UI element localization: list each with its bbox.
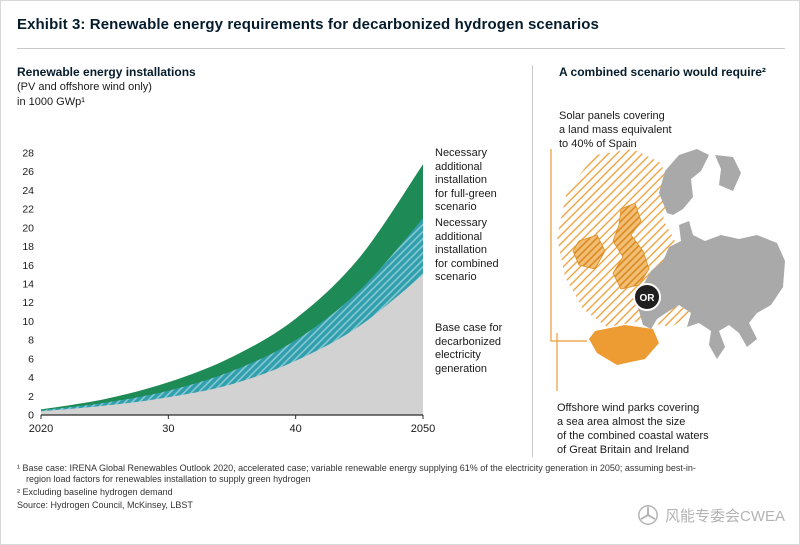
map-continental-europe [633,221,785,359]
x-axis-label: 2020 [29,423,53,435]
y-axis-label: 28 [22,148,34,160]
chart-header: Renewable energy installations (PV and o… [17,65,196,110]
exhibit-title: Exhibit 3: Renewable energy requirements… [17,16,599,33]
chart-title: Renewable energy installations [17,65,196,79]
watermark: 风能专委会CWEA [637,504,785,526]
or-badge-label: OR [640,293,656,304]
annotation-full-green-scenario: Necessary additional installation for fu… [435,147,497,213]
map-spain [589,325,659,365]
area-base [41,274,423,415]
map-scandinavia [659,149,709,215]
chart-subtitle-units: (PV and offshore wind only) [17,81,152,93]
x-axis-label: 2050 [411,423,435,435]
europe-map: OR [550,149,785,391]
footnote-1-line-2: region load factors for renewables insta… [26,474,311,484]
y-axis-label: 2 [28,391,34,403]
y-axis-label: 14 [22,279,34,291]
right-panel-title: A combined scenario would require² [559,65,766,79]
footnotes: ¹ Base case: IRENA Global Renewables Out… [17,463,789,511]
solar-connector-line [550,149,587,342]
panel-divider [532,65,533,457]
y-axis-label: 0 [28,410,34,422]
solar-requirement-text: Solar panels covering a land mass equiva… [559,110,672,150]
y-axis-label: 12 [22,297,34,309]
x-axis-label: 40 [290,423,302,435]
y-axis-label: 10 [22,316,34,328]
wind-turbine-icon [638,505,658,525]
y-axis-label: 24 [22,185,34,197]
y-axis-label: 22 [22,204,34,216]
title-divider [17,48,785,49]
watermark-text: 风能专委会CWEA [664,507,785,525]
y-axis-label: 26 [22,166,34,178]
source-line: Source: Hydrogen Council, McKinsey, LBST [17,500,193,510]
x-axis-label: 30 [162,423,174,435]
y-axis-label: 6 [28,353,34,365]
y-axis-label: 20 [22,222,34,234]
map-finland [715,155,741,191]
y-axis-label: 4 [28,372,34,384]
or-badge: OR [633,283,661,311]
map-ireland [572,234,606,270]
y-axis-label: 16 [22,260,34,272]
y-axis-label: 18 [22,241,34,253]
y-axis-label: 8 [28,335,34,347]
annotation-combined-scenario: Necessary additional installation for co… [435,217,499,283]
annotation-base-case: Base case for decarbonized electricity g… [435,322,503,375]
offshore-wind-requirement-text: Offshore wind parks covering a sea area … [557,402,709,456]
footnote-2: ² Excluding baseline hydrogen demand [17,487,173,497]
footnote-1-line-1: ¹ Base case: IRENA Global Renewables Out… [17,463,696,473]
chart-subtitle-scale: in 1000 GWp¹ [17,96,85,108]
map-great-britain [612,202,650,290]
